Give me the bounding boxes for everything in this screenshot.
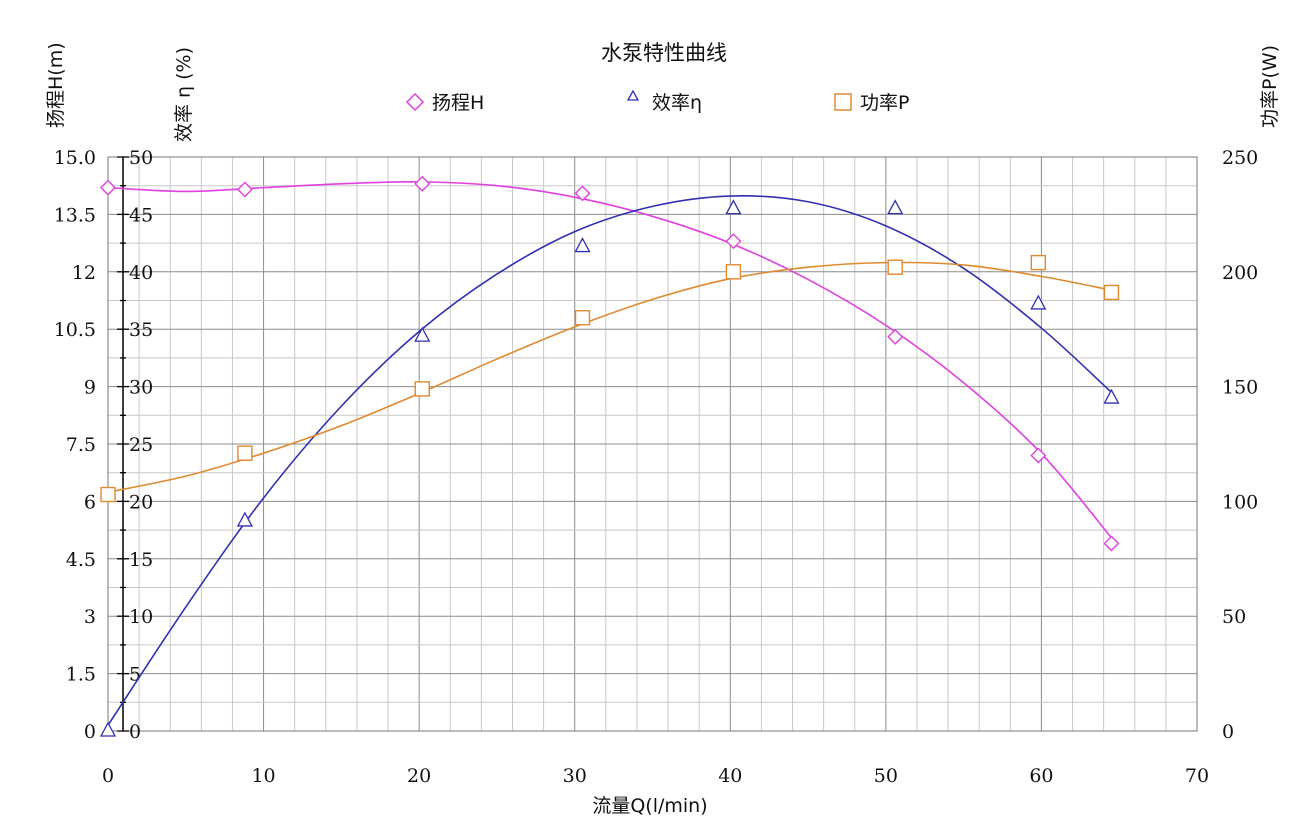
data-point-diamond	[414, 175, 431, 192]
series-fit-line	[107, 261, 1112, 493]
y-tick-label-power: 150	[1222, 377, 1258, 399]
series-fit-line	[107, 181, 1113, 539]
y-tick-label-efficiency: 30	[129, 377, 153, 399]
y-tick-label-efficiency: 25	[129, 434, 153, 456]
x-tick-label: 40	[718, 765, 742, 787]
data-point-triangle	[574, 237, 591, 253]
y-axis-label-power: 功率P(W)	[1259, 45, 1281, 128]
data-point-diamond	[574, 185, 591, 202]
diamond-marker-icon	[405, 92, 425, 112]
grid	[107, 156, 1198, 732]
y-tick-label-efficiency: 50	[129, 147, 153, 169]
y-tick-label-head: 7.5	[66, 434, 96, 456]
y-tick-label-head: 13.5	[54, 204, 96, 226]
y-tick-label-efficiency: 20	[129, 491, 153, 513]
data-point-diamond	[1103, 535, 1120, 552]
data-point-square	[725, 264, 742, 280]
chart-title: 水泵特性曲线	[601, 41, 727, 65]
legend-label-power: 功率P	[860, 92, 909, 114]
legend-label-efficiency: 效率η	[652, 92, 702, 114]
series-efficiency	[99, 195, 1120, 737]
legend-item-power: 功率P	[834, 92, 909, 114]
y-tick-label-head: 1.5	[66, 664, 96, 686]
legend-item-efficiency: 效率η	[626, 89, 702, 114]
y-tick-label-head: 3	[84, 606, 96, 628]
y-tick-label-head: 6	[84, 491, 96, 513]
data-point-square	[887, 259, 903, 275]
y-tick-label-head: 9	[84, 377, 96, 399]
data-point-diamond	[1030, 447, 1047, 464]
data-point-diamond	[887, 328, 904, 345]
y-tick-label-head: 4.5	[66, 549, 96, 571]
x-tick-label: 60	[1029, 765, 1053, 787]
data-point-triangle	[1103, 388, 1120, 404]
data-point-diamond	[725, 233, 742, 250]
triangle-marker-icon	[626, 89, 640, 101]
y-tick-label-power: 200	[1222, 262, 1258, 284]
y-axis-label-head: 扬程H(m)	[45, 42, 67, 128]
y-tick-label-efficiency: 40	[129, 262, 153, 284]
series-fit-line	[107, 195, 1112, 726]
data-point-diamond	[100, 179, 116, 196]
y-tick-label-power: 250	[1222, 147, 1258, 169]
x-tick-label: 50	[874, 765, 898, 787]
axes: 01.534.567.5910.51213.515.00510152025303…	[54, 147, 1259, 787]
legend-item-head: 扬程H	[405, 92, 484, 114]
plot-area-border	[107, 156, 1198, 732]
y-tick-label-power: 100	[1222, 491, 1258, 513]
y-tick-label-efficiency: 0	[129, 721, 141, 743]
x-tick-label: 30	[563, 765, 587, 787]
y-tick-label-head: 10.5	[54, 319, 96, 341]
y-tick-label-head: 15.0	[54, 147, 96, 169]
y-axis-label-efficiency: 效率 η (%)	[173, 47, 195, 142]
y-tick-label-efficiency: 35	[129, 319, 153, 341]
legend: 扬程H 效率η 功率P	[405, 89, 909, 114]
data-point-triangle	[99, 721, 117, 737]
data-point-square	[237, 445, 253, 461]
series-power	[100, 254, 1120, 503]
x-tick-label: 0	[102, 765, 114, 787]
x-axis-label: 流量Q(l/min)	[592, 795, 707, 817]
square-marker-icon	[834, 93, 852, 111]
legend-label-head: 扬程H	[432, 92, 484, 114]
data-point-diamond	[236, 181, 253, 198]
x-tick-label: 10	[251, 765, 275, 787]
data-point-triangle	[725, 199, 742, 215]
data-point-square	[574, 310, 591, 326]
data-point-square	[1103, 284, 1120, 301]
y-tick-label-efficiency: 10	[129, 606, 153, 628]
data-point-square	[100, 486, 116, 503]
x-tick-label: 70	[1185, 765, 1209, 787]
y-tick-label-head: 0	[84, 721, 96, 743]
y-tick-label-power: 50	[1222, 606, 1246, 628]
data-point-triangle	[236, 511, 253, 527]
series-head	[100, 175, 1120, 552]
data-point-triangle	[414, 326, 431, 342]
data-point-square	[414, 381, 430, 397]
series	[99, 175, 1120, 737]
y-tick-label-efficiency: 45	[129, 204, 153, 226]
y-tick-label-head: 12	[72, 262, 96, 284]
y-tick-label-power: 0	[1222, 721, 1234, 743]
data-point-square	[1030, 254, 1047, 271]
y-tick-label-efficiency: 15	[129, 549, 153, 571]
data-point-triangle	[1030, 294, 1047, 310]
data-point-triangle	[887, 199, 904, 215]
x-tick-label: 20	[407, 765, 431, 787]
